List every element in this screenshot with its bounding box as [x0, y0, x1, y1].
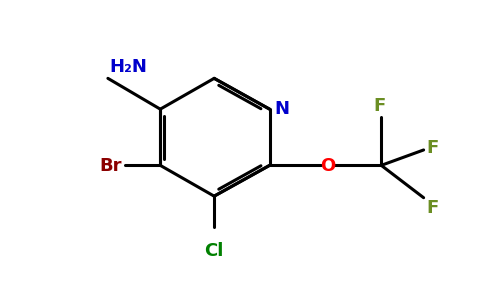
Text: F: F [426, 140, 438, 158]
Text: Br: Br [99, 157, 122, 175]
Text: O: O [320, 157, 335, 175]
Text: N: N [274, 100, 289, 118]
Text: F: F [374, 97, 386, 115]
Text: Cl: Cl [204, 242, 224, 260]
Text: H₂N: H₂N [109, 58, 147, 76]
Text: F: F [426, 199, 438, 217]
